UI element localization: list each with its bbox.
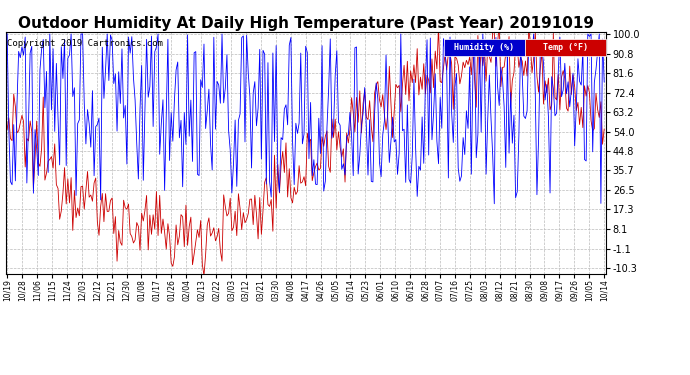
Text: Humidity (%): Humidity (%) (454, 43, 514, 52)
Bar (525, 39, 606, 56)
Title: Outdoor Humidity At Daily High Temperature (Past Year) 20191019: Outdoor Humidity At Daily High Temperatu… (18, 16, 593, 31)
Text: Copyright 2019 Cartronics.com: Copyright 2019 Cartronics.com (7, 39, 163, 48)
Text: Temp (°F): Temp (°F) (543, 43, 588, 52)
Bar (444, 39, 525, 56)
